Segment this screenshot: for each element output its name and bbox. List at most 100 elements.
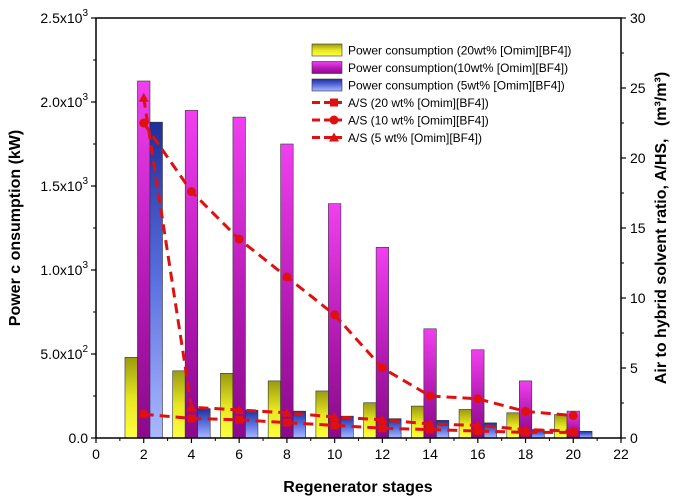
legend: Power consumption (20wt% [Omim][BF4]) Pow… — [311, 43, 571, 145]
point-series-3-stage-2 — [138, 92, 149, 102]
point-series-3-stage-14 — [425, 419, 436, 428]
y-right-tick-label-0: 0 — [630, 430, 638, 446]
point-series-2-stage-14 — [425, 391, 435, 401]
point-series-2-stage-10 — [330, 310, 340, 320]
y-right-tick-label-5: 5 — [630, 360, 638, 376]
bar-series-3-stage-4 — [197, 408, 211, 439]
bar-series-1-stage-8 — [267, 380, 281, 439]
bar-series-1-stage-4 — [172, 370, 186, 439]
y-right-tick-label-20: 20 — [630, 150, 646, 166]
lines-layer — [138, 92, 579, 437]
y-right-tick-label-15: 15 — [630, 220, 646, 236]
x-tick-label-10: 10 — [327, 446, 343, 462]
y-left-tick-mantissa: 1.5x10 — [40, 178, 82, 194]
x-tick-label-22: 22 — [613, 446, 629, 462]
point-series-3-stage-12 — [377, 414, 388, 424]
y-right-tick-label-30: 30 — [630, 10, 646, 26]
point-series-3-stage-18 — [520, 424, 531, 434]
point-series-2-stage-8 — [282, 272, 292, 282]
x-tick-label-8: 8 — [283, 446, 291, 462]
point-series-3-stage-20 — [568, 426, 579, 435]
y-left-tick-mantissa: 1.0x10 — [40, 262, 82, 278]
y-right-tick-label-10: 10 — [630, 290, 646, 306]
y-axis-right-title-main: Air to hybrid solvent ratio, A/HS, — [653, 139, 670, 385]
x-axis: 0 2 4 6 8 10 12 14 16 18 20 22 — [92, 438, 629, 462]
y-axis-right: 0 5 10 15 20 25 30 — [621, 10, 646, 446]
point-series-2-stage-16 — [473, 394, 483, 404]
point-series-1-stage-14 — [426, 425, 435, 434]
y-left-tick-mantissa: 2.0x10 — [40, 94, 82, 110]
point-series-3-stage-4 — [186, 402, 197, 412]
y-left-tick-exponent: 3 — [82, 176, 88, 187]
y-left-tick-label: 5.0x102 — [40, 344, 88, 362]
y-left-tick-label: 1.0x103 — [40, 260, 88, 278]
x-axis-title: Regenerator stages — [283, 479, 432, 496]
point-series-3-stage-6 — [234, 405, 245, 414]
legend-swatch-bar-2 — [311, 61, 343, 74]
y-left-tick-exponent: 3 — [82, 92, 88, 103]
x-tick-label-12: 12 — [375, 446, 391, 462]
x-tick-label-2: 2 — [140, 446, 148, 462]
bar-series-3-stage-6 — [245, 409, 259, 439]
point-series-1-stage-2 — [139, 410, 148, 419]
x-tick-label-0: 0 — [92, 446, 100, 462]
point-series-2-stage-18 — [521, 406, 531, 416]
legend-label-line-3: A/S (5 wt% [Omim][BF4]) — [348, 131, 482, 145]
legend-label-bar-1: Power consumption (20wt% [Omim][BF4]) — [348, 44, 571, 58]
legend-label-line-1: A/S (20 wt% [Omim][BF4]) — [348, 96, 489, 110]
line-series-3 — [142, 97, 574, 433]
point-series-1-stage-12 — [378, 424, 387, 433]
point-series-1-stage-8 — [282, 418, 291, 427]
bar-series-1-stage-6 — [220, 373, 234, 439]
point-series-2-stage-6 — [234, 234, 244, 244]
point-series-2-stage-12 — [377, 363, 387, 373]
bar-series-1-stage-2 — [124, 357, 138, 439]
point-series-1-stage-6 — [235, 415, 244, 424]
point-series-1-stage-16 — [473, 427, 482, 435]
legend-swatch-bar-1 — [311, 43, 343, 57]
legend-marker-2 — [329, 115, 339, 125]
bar-series-2-stage-8 — [280, 143, 294, 439]
line-series-2 — [142, 122, 574, 418]
y-axis-right-title: Air to hybrid solvent ratio, A/HS, (m³/m… — [653, 72, 670, 384]
line-series-1 — [143, 412, 574, 434]
legend-label-bar-3: Power consumption (5wt% [Omim][BF4]) — [348, 79, 565, 93]
legend-swatch-bar-3 — [311, 78, 343, 92]
y-left-tick-mantissa: 5.0x10 — [40, 346, 82, 362]
y-left-tick-label: 1.5x103 — [40, 176, 88, 194]
x-tick-label-6: 6 — [235, 446, 243, 462]
y-axis-right-title-unit: (m³/m³) — [653, 72, 670, 126]
point-series-3-stage-16 — [472, 420, 483, 430]
point-series-3-stage-10 — [329, 412, 340, 421]
legend-label-line-2: A/S (10 wt% [Omim][BF4]) — [348, 114, 489, 128]
x-tick-label-20: 20 — [565, 446, 581, 462]
point-series-1-stage-10 — [330, 421, 339, 430]
y-left-tick-label: 0.0 — [69, 430, 89, 446]
bar-series-2-stage-6 — [232, 116, 246, 439]
y-left-tick-exponent: 3 — [82, 260, 88, 271]
legend-marker-3 — [329, 132, 339, 142]
x-tick-label-4: 4 — [188, 446, 196, 462]
point-series-3-stage-8 — [281, 407, 292, 417]
y-left-tick-mantissa: 2.5x10 — [40, 10, 82, 26]
x-tick-label-14: 14 — [422, 446, 438, 462]
y-left-tick-label: 2.0x103 — [40, 92, 88, 110]
legend-label-bar-2: Power consumption(10wt% [Omim][BF4]) — [348, 61, 568, 75]
y-left-tick-exponent: 2 — [82, 344, 88, 355]
legend-marker-1 — [330, 98, 338, 107]
y-axis-left-title: Power c onsumption (kW) — [7, 130, 24, 326]
point-series-2-stage-4 — [186, 187, 196, 197]
bar-series-3-stage-20 — [579, 430, 593, 439]
bar-series-1-stage-20 — [554, 414, 568, 439]
x-tick-label-16: 16 — [470, 446, 486, 462]
y-left-tick-exponent: 3 — [82, 8, 88, 19]
bar-series-2-stage-4 — [184, 110, 199, 439]
bar-series-2-stage-12 — [375, 247, 389, 439]
point-series-2-stage-20 — [568, 411, 578, 421]
y-left-tick-label: 2.5x103 — [40, 8, 88, 26]
point-series-1-stage-4 — [187, 414, 196, 423]
x-tick-label-18: 18 — [518, 446, 534, 462]
bar-series-1-stage-18 — [506, 412, 520, 439]
